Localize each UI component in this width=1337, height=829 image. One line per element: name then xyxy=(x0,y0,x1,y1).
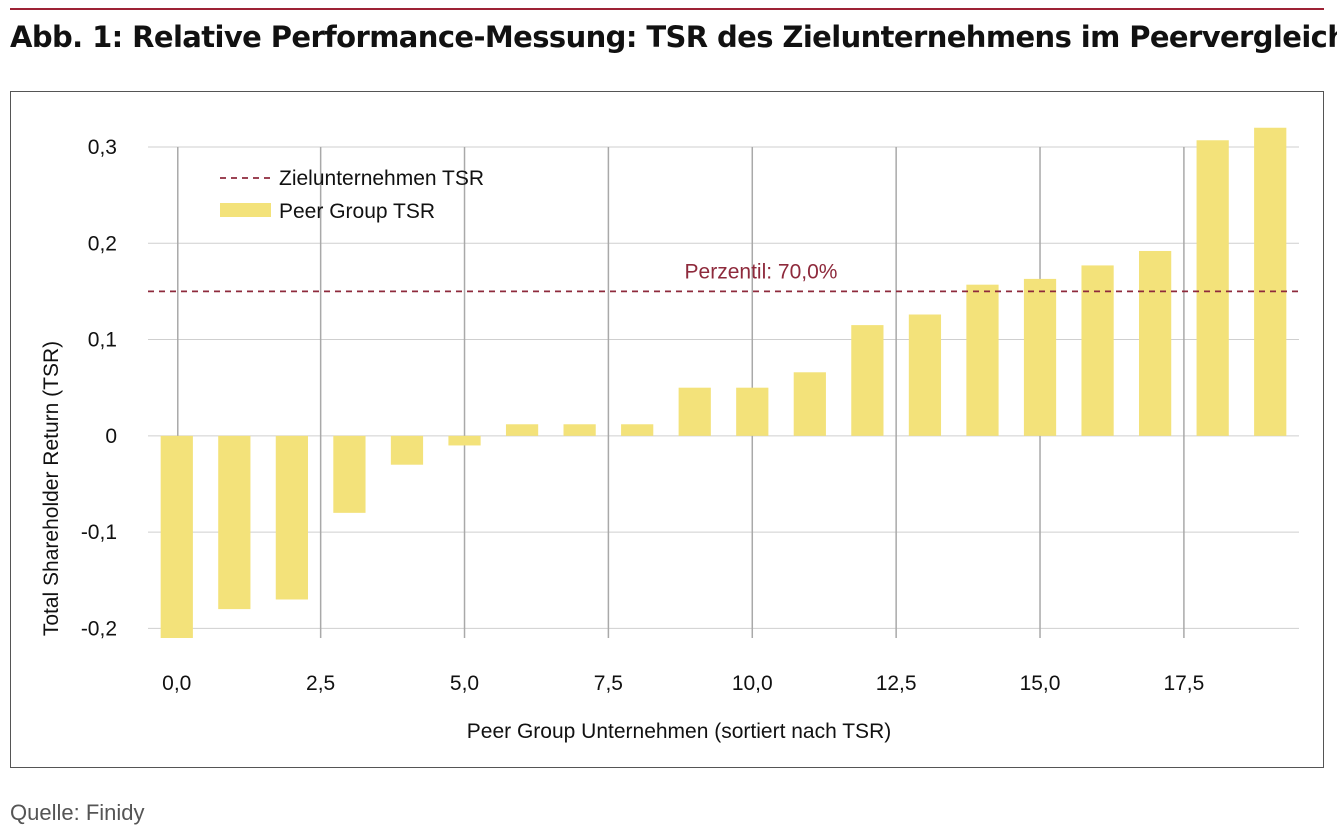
target-line-layer: Perzentil: 70,0% xyxy=(148,260,1299,293)
bar-peer-12 xyxy=(851,325,884,436)
x-tick-label: 10,0 xyxy=(732,672,773,695)
y-tick-label: 0 xyxy=(105,425,117,448)
bar-peer-14 xyxy=(966,284,999,436)
bar-peer-17 xyxy=(1139,250,1172,436)
tsr-bar-chart: Perzentil: 70,0% 0,3 0,2 0,1 0 -0,1 -0,2 0,0 2,… xyxy=(40,127,1299,743)
x-tick-label: 12,5 xyxy=(876,672,917,695)
chart-frame: Perzentil: 70,0% 0,3 0,2 0,1 0 -0,1 -0,2 0,0 2,… xyxy=(10,91,1324,768)
source-note: Quelle: Finidy xyxy=(10,800,145,825)
figure-title: Abb. 1: Relative Performance-Messung: TS… xyxy=(10,20,1337,54)
percentile-annotation: Perzentil: 70,0% xyxy=(685,260,838,283)
bar-peer-9 xyxy=(678,387,711,436)
bar-peer-7 xyxy=(563,424,596,436)
x-tick-label: 2,5 xyxy=(306,672,335,695)
legend-swatch-peer xyxy=(220,203,271,217)
y-axis-title: Total Shareholder Return (TSR) xyxy=(40,341,63,636)
bar-peer-8 xyxy=(621,424,654,436)
bar-peer-4 xyxy=(390,435,424,465)
x-tick-label: 15,0 xyxy=(1020,672,1061,695)
x-tick-label: 0,0 xyxy=(162,672,191,695)
y-tick-label: -0,2 xyxy=(81,617,117,640)
top-accent-rule xyxy=(10,8,1324,10)
bar-peer-13 xyxy=(908,314,942,436)
bar-peer-16 xyxy=(1081,265,1114,436)
x-tick-label: 5,0 xyxy=(450,672,479,695)
bar-peer-5 xyxy=(448,435,481,446)
y-tick-label: 0,2 xyxy=(88,232,117,255)
legend-label-target: Zielunternehmen TSR xyxy=(279,167,484,190)
bar-peer-10 xyxy=(736,387,769,436)
axis-ticks: 0,3 0,2 0,1 0 -0,1 -0,2 0,0 2,5 5,0 7,5 10,0 12,5 15… xyxy=(40,136,1204,743)
x-axis-title: Peer Group Unternehmen (sortiert nach TS… xyxy=(467,720,891,743)
bar-peer-18 xyxy=(1196,140,1229,436)
bar-peer-0 xyxy=(160,435,193,638)
y-tick-label: -0,1 xyxy=(81,521,117,544)
bar-peer-15 xyxy=(1023,278,1057,436)
bar-peer-2 xyxy=(275,435,308,600)
bar-peer-6 xyxy=(505,424,539,436)
bar-peer-19 xyxy=(1254,127,1287,436)
bar-peer-11 xyxy=(793,372,826,436)
x-tick-label: 17,5 xyxy=(1163,672,1204,695)
y-tick-label: 0,3 xyxy=(88,136,117,159)
legend: Zielunternehmen TSR Peer Group TSR xyxy=(220,167,484,223)
x-tick-label: 7,5 xyxy=(594,672,623,695)
bar-peer-3 xyxy=(333,435,366,513)
bar-peer-1 xyxy=(218,435,251,610)
legend-label-peer: Peer Group TSR xyxy=(279,200,435,223)
y-tick-label: 0,1 xyxy=(88,329,117,352)
bar-series xyxy=(160,127,1287,638)
